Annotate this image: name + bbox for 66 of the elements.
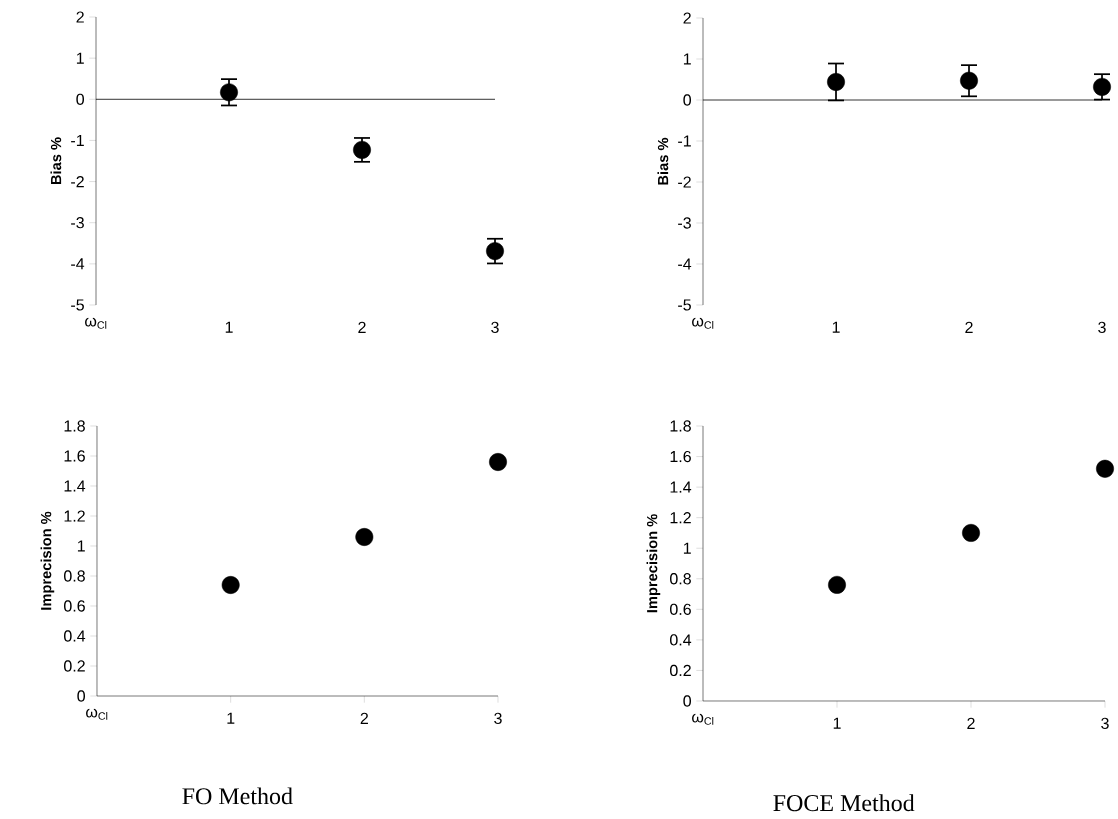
y-axis-title: Bias % <box>657 137 669 185</box>
x-tick-label: 3 <box>1101 717 1109 730</box>
point <box>489 453 507 471</box>
point <box>220 83 238 102</box>
y-tick-label: 1.8 <box>670 420 691 432</box>
y-tick-label: -1 <box>71 134 84 146</box>
y-tick-label: 2 <box>76 11 84 23</box>
y-tick-label: 1.2 <box>64 510 85 522</box>
y-tick-label: 1.6 <box>670 450 691 463</box>
y-tick-label: 0 <box>683 695 692 707</box>
point <box>828 575 846 594</box>
y-tick-label: 1.6 <box>64 450 85 462</box>
y-tick-label: -3 <box>71 217 84 229</box>
x-tick-label: 2 <box>965 321 973 333</box>
y-tick-label: 0 <box>76 93 85 105</box>
y-tick-label: 1 <box>683 53 691 65</box>
y-tick-label: -1 <box>678 135 691 147</box>
x-axis-title: ω$_{Cl}$ <box>86 708 108 720</box>
y-tick-label: 0.8 <box>670 573 691 585</box>
y-axis-title: Imprecision % <box>646 514 661 613</box>
x-tick-label: 2 <box>358 321 366 333</box>
point <box>355 528 374 546</box>
x-tick-label: 3 <box>1098 321 1106 334</box>
y-tick-label: -5 <box>71 299 84 311</box>
x-tick-label: 1 <box>227 712 235 724</box>
y-tick-label: 1 <box>683 542 691 554</box>
y-tick-label: -2 <box>678 176 691 188</box>
y-tick-label: -2 <box>71 175 84 188</box>
point <box>353 140 371 159</box>
y-tick-label: 0 <box>683 94 692 106</box>
x-tick-label: 1 <box>225 321 233 333</box>
y-tick-label: 0.2 <box>64 660 85 672</box>
y-tick-label: 0.8 <box>64 570 85 582</box>
y-tick-label: -4 <box>678 258 692 270</box>
y-tick-label: 0.6 <box>670 603 691 615</box>
y-tick-label: 1.4 <box>64 480 86 492</box>
y-tick-label: 0.4 <box>64 630 86 642</box>
x-tick-label: 2 <box>967 717 975 729</box>
y-tick-label: 0.2 <box>670 664 691 677</box>
y-tick-label: 1 <box>77 540 85 552</box>
x-tick-label: 3 <box>494 712 502 725</box>
y-tick-label: 0.6 <box>64 600 85 612</box>
y-tick-label: 1.8 <box>64 420 85 432</box>
text: FO Method <box>182 787 293 805</box>
y-tick-label: 1 <box>76 52 84 64</box>
x-tick-label: 1 <box>833 717 841 729</box>
y-tick-label: -4 <box>71 258 85 270</box>
y-axis-title: Bias % <box>50 137 62 185</box>
x-axis-title: ω$_{Cl}$ <box>692 317 714 329</box>
y-tick-label: -3 <box>678 217 691 229</box>
y-axis-title: Imprecision % <box>40 511 55 610</box>
y-tick-label: 2 <box>683 12 691 24</box>
x-tick-label: 1 <box>832 321 840 333</box>
point <box>962 524 980 542</box>
y-tick-label: 0 <box>77 690 86 702</box>
y-tick-label: -5 <box>678 299 691 311</box>
x-tick-label: 3 <box>491 321 499 334</box>
y-tick-label: 1.4 <box>670 481 692 493</box>
point <box>221 576 240 594</box>
x-tick-label: 2 <box>360 712 368 724</box>
point <box>486 242 504 261</box>
y-tick-label: 1.2 <box>670 512 691 524</box>
x-axis-title: ω$_{Cl}$ <box>85 317 107 329</box>
y-tick-label: 0.4 <box>670 634 692 646</box>
text: FOCE Method <box>773 794 915 812</box>
x-axis-title: ω$_{Cl}$ <box>692 713 714 725</box>
